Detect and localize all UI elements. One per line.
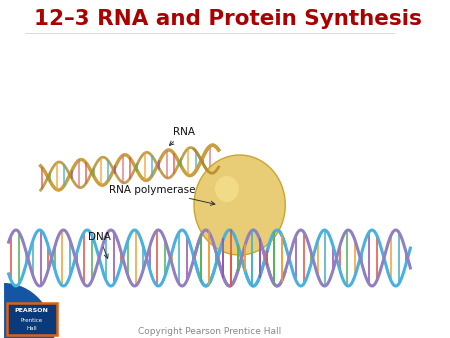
- Text: DNA: DNA: [88, 232, 111, 258]
- Text: RNA: RNA: [170, 127, 195, 145]
- Text: 12–3 RNA and Protein Synthesis: 12–3 RNA and Protein Synthesis: [34, 9, 422, 29]
- Text: PEARSON: PEARSON: [14, 309, 49, 314]
- Circle shape: [194, 155, 285, 255]
- Text: Prentice: Prentice: [20, 317, 42, 322]
- Text: RNA polymerase: RNA polymerase: [109, 185, 215, 205]
- Circle shape: [215, 176, 238, 202]
- Wedge shape: [4, 283, 54, 338]
- Text: Copyright Pearson Prentice Hall: Copyright Pearson Prentice Hall: [138, 328, 281, 337]
- FancyBboxPatch shape: [7, 303, 57, 335]
- Text: Hall: Hall: [26, 325, 37, 331]
- Text: Slide
1 of 39: Slide 1 of 39: [372, 294, 410, 316]
